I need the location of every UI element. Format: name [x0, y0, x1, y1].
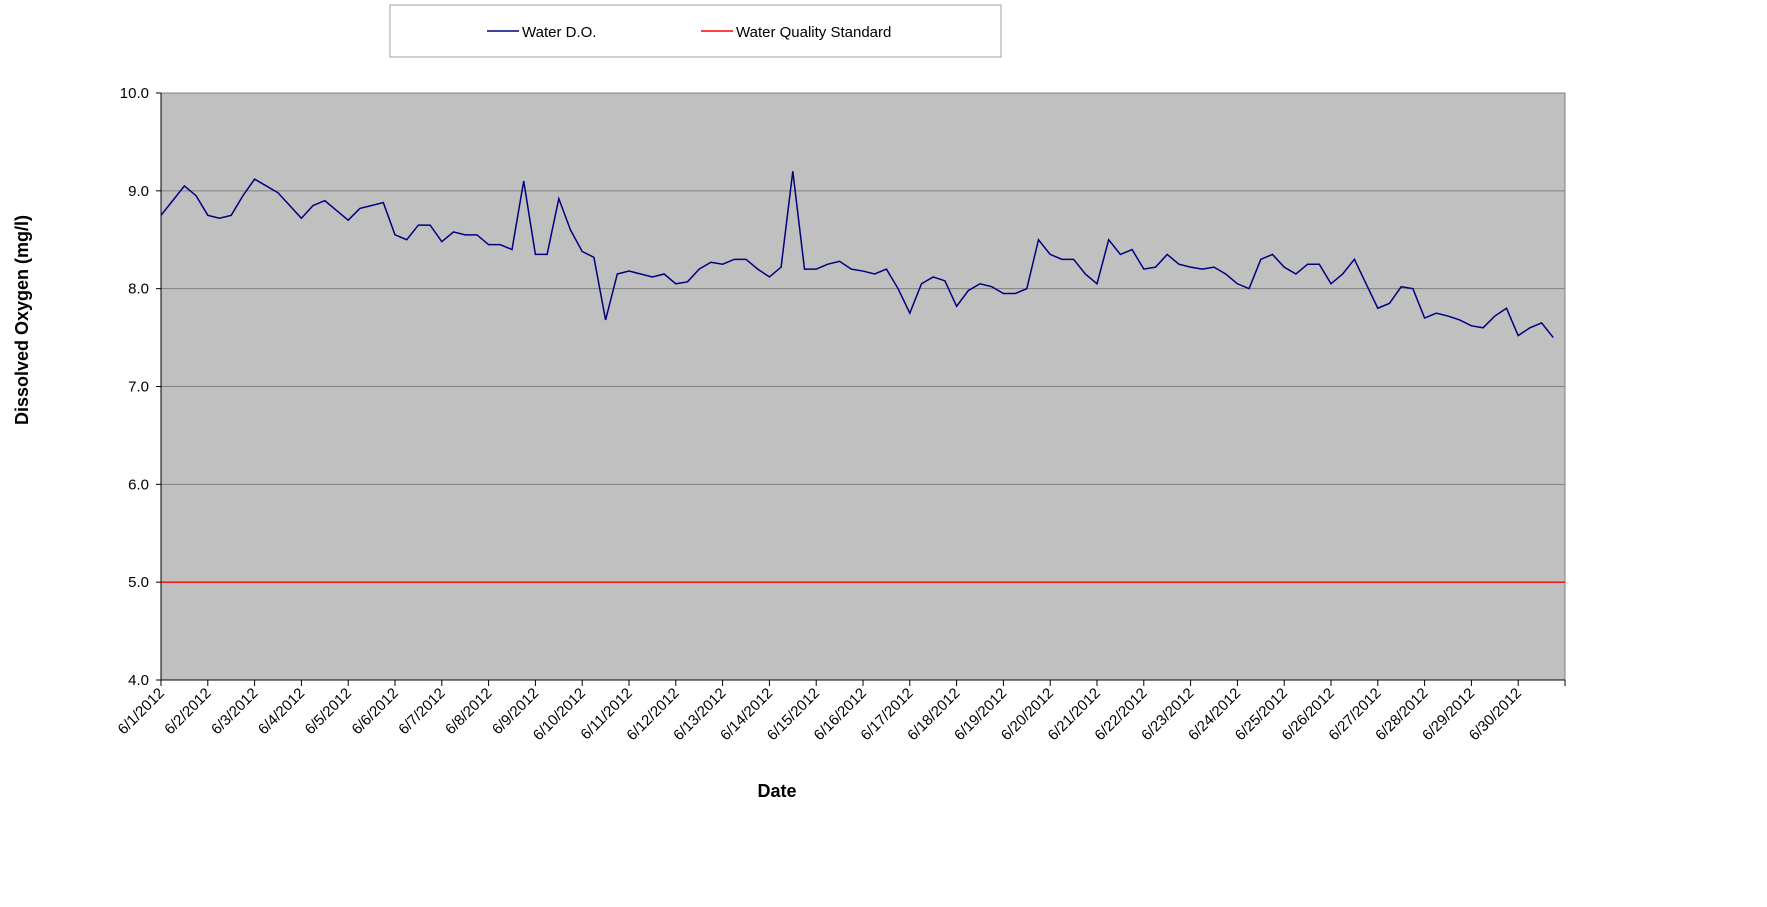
y-tick-label: 5.0 — [128, 574, 149, 591]
y-axis-label: Dissolved Oxygen (mg/l) — [12, 215, 32, 425]
y-tick-label: 6.0 — [128, 476, 149, 493]
legend-label: Water Quality Standard — [736, 24, 891, 41]
y-tick-label: 8.0 — [128, 281, 149, 298]
x-axis-label: Date — [757, 781, 796, 801]
y-tick-label: 10.0 — [120, 85, 149, 102]
y-tick-label: 9.0 — [128, 183, 149, 200]
series-line — [160, 171, 1554, 339]
y-tick-label: 7.0 — [128, 379, 149, 396]
legend — [389, 4, 1002, 58]
y-tick-label: 4.0 — [128, 672, 149, 689]
legend-label: Water D.O. — [522, 24, 596, 41]
